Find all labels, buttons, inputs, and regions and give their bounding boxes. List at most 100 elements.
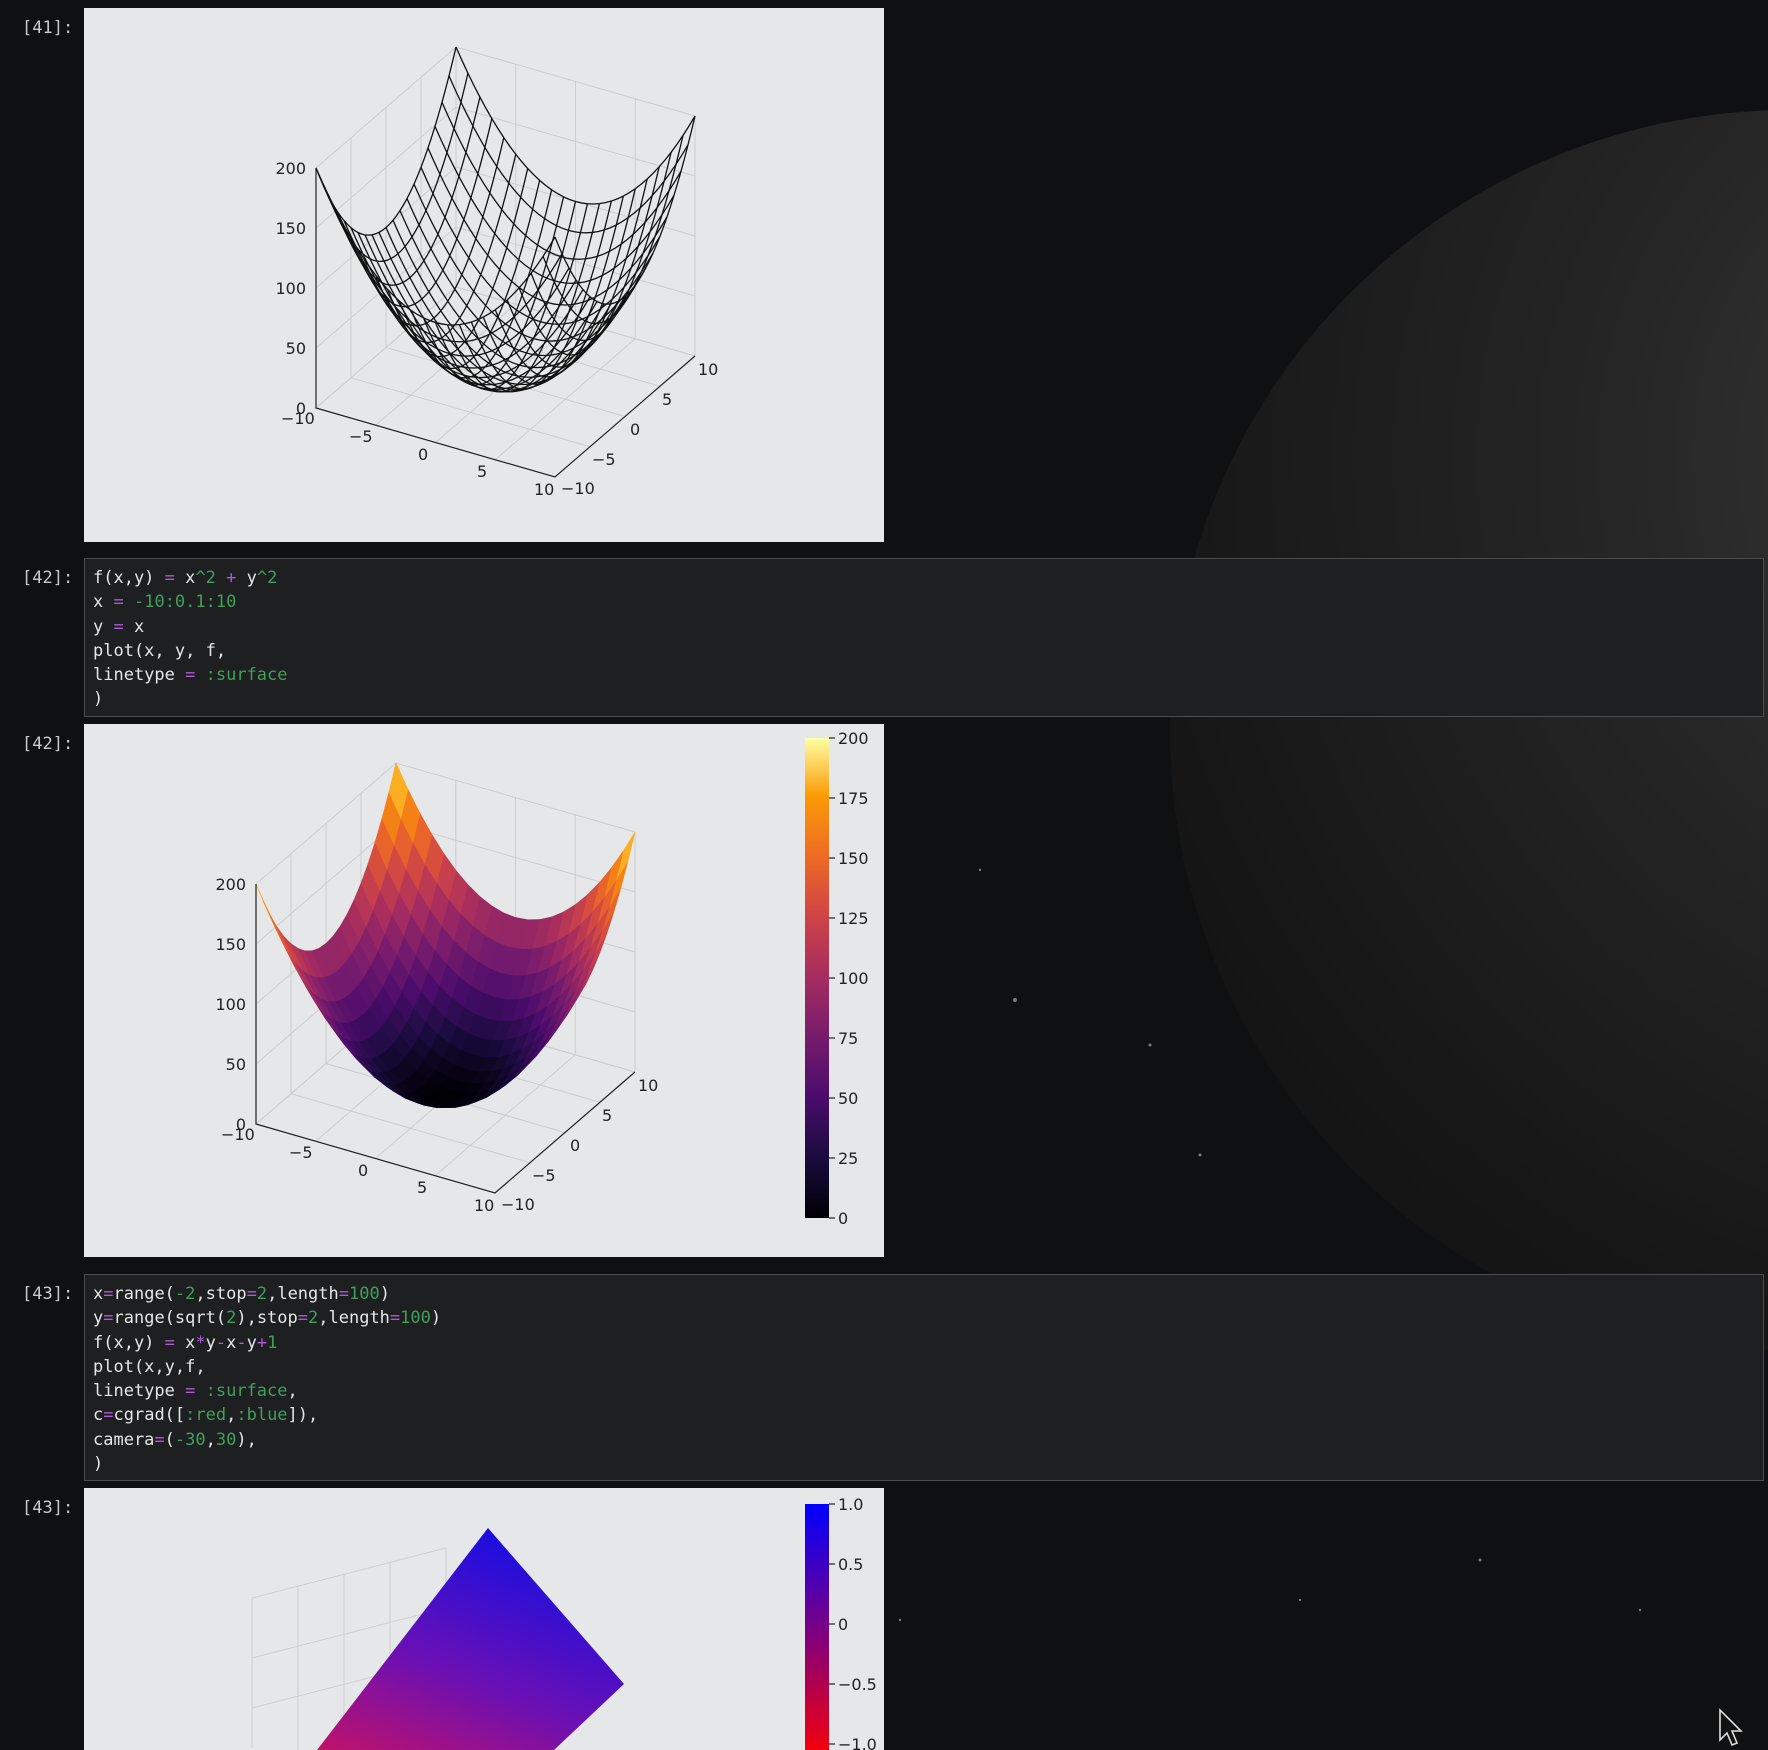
code-token: + xyxy=(226,568,237,588)
z-tick-label: 200 xyxy=(275,159,306,178)
code-line: ) xyxy=(93,1452,1755,1476)
colorbar-tick-label: 175 xyxy=(838,789,869,808)
code-token: = xyxy=(103,1308,114,1329)
colorbar-tick-label: 125 xyxy=(838,909,869,928)
axis-lines xyxy=(315,168,696,478)
code-token: camera xyxy=(93,1429,155,1450)
colorbar-tick-label: −1.0 xyxy=(838,1735,877,1750)
surface-mesh xyxy=(255,762,636,1108)
colorbar-tick-label: 0 xyxy=(838,1209,848,1228)
code-token: linetype xyxy=(93,665,186,686)
colorbar-tick-label: 0.5 xyxy=(838,1555,863,1574)
code-token: 30 xyxy=(215,1429,237,1450)
output-prompt: [43]: xyxy=(22,1498,74,1518)
code-token: y xyxy=(236,568,257,588)
colorbar: 1.0 0.5 0 −0.5 −1.0 xyxy=(805,1495,877,1750)
surface-plane xyxy=(317,1528,624,1750)
code-token: c xyxy=(93,1405,104,1426)
code-token: x xyxy=(174,568,196,588)
code-token: = xyxy=(338,1284,349,1304)
colorbar-tick-label: 1.0 xyxy=(838,1495,863,1514)
code-token: = xyxy=(103,1284,114,1304)
code-token: ,length xyxy=(267,1284,339,1304)
code-token: :surface xyxy=(205,665,288,686)
code-token xyxy=(216,568,226,588)
code-token: ) xyxy=(93,1454,104,1475)
x-tick-label: 10 xyxy=(534,480,554,499)
code-token: :surface xyxy=(205,1381,288,1402)
code-token: cgrad([ xyxy=(113,1405,186,1426)
wireframe-surface-plot: 200 150 100 50 0 −10 −5 0 5 10 −10 −5 0 … xyxy=(84,8,884,542)
code-token: = xyxy=(164,1332,175,1353)
code-token: ^2 xyxy=(256,568,278,588)
z-tick-label: 200 xyxy=(215,875,246,894)
x-tick-label: 0 xyxy=(358,1161,368,1180)
code-token xyxy=(124,592,134,612)
mouse-pointer-icon xyxy=(1719,1708,1743,1747)
z-tick-label: 150 xyxy=(275,219,306,238)
code-token: ,length xyxy=(318,1308,390,1329)
y-tick-label: 5 xyxy=(602,1106,612,1125)
code-token: ), xyxy=(236,1429,257,1450)
y-tick-label: 5 xyxy=(662,390,672,409)
code-line: y = x xyxy=(93,615,1755,639)
code-line: camera=(-30,30), xyxy=(93,1428,1755,1452)
colorbar-tick-label: 0 xyxy=(838,1615,848,1634)
colorbar-tick-label: 150 xyxy=(838,849,869,868)
x-tick-label: −5 xyxy=(289,1143,313,1162)
code-line: x=range(-2,stop=2,length=100) xyxy=(93,1282,1755,1306)
moon-image xyxy=(1170,110,1768,1350)
x-tick-label: −10 xyxy=(281,409,315,428)
code-token: ) xyxy=(93,689,104,710)
code-line: plot(x,y,f, xyxy=(93,1355,1755,1379)
code-token: ) xyxy=(430,1308,442,1329)
y-tick-label: −5 xyxy=(532,1166,556,1185)
wireframe-mesh xyxy=(315,46,696,393)
axis-grid xyxy=(315,46,696,478)
code-token: 100 xyxy=(349,1284,380,1304)
code-token: :red xyxy=(185,1405,227,1426)
code-line: ) xyxy=(93,687,1755,711)
y-tick-label: 10 xyxy=(638,1076,658,1095)
code-token: * xyxy=(195,1332,206,1353)
code-cell-editor[interactable]: f(x,y) = x^2 + y^2 x = -10:0.1:10 y = x plo… xyxy=(84,558,1764,717)
code-token: x xyxy=(174,1332,196,1353)
colorbar: 200 175 150 125 100 75 50 25 0 xyxy=(805,729,869,1228)
code-token: plot(x, y, f, xyxy=(93,640,227,661)
x-tick-label: −5 xyxy=(349,427,373,446)
x-tick-label: 0 xyxy=(418,445,428,464)
code-line: plot(x, y, f, xyxy=(93,639,1755,663)
code-token: , xyxy=(226,1405,237,1426)
output-prompt: [42]: xyxy=(22,734,74,754)
z-tick-label: 50 xyxy=(286,339,306,358)
code-token: = xyxy=(154,1429,165,1450)
code-token: ) xyxy=(379,1284,390,1304)
code-token: 2 xyxy=(226,1308,237,1329)
z-tick-label: 0 xyxy=(236,1115,246,1134)
code-token: ,stop xyxy=(195,1284,247,1304)
code-line: y=range(sqrt(2),stop=2,length=100) xyxy=(93,1306,1755,1330)
code-cell-editor[interactable]: x=range(-2,stop=2,length=100) y=range(sqr… xyxy=(84,1274,1764,1481)
z-tick-label: 0 xyxy=(296,399,306,418)
code-token: = xyxy=(164,568,175,588)
axis-lines xyxy=(255,884,636,1194)
code-token: , xyxy=(287,1381,298,1402)
y-tick-label: −5 xyxy=(592,450,616,469)
colorbar-tick-label: 200 xyxy=(838,729,869,748)
z-tick-label: 150 xyxy=(215,935,246,954)
colorbar-tick-label: 100 xyxy=(838,969,869,988)
code-token: = xyxy=(389,1308,401,1329)
y-tick-label: 0 xyxy=(630,420,640,439)
code-token: range(sqrt( xyxy=(113,1308,227,1329)
code-token: + xyxy=(256,1332,268,1353)
code-token: = xyxy=(113,616,124,637)
colorbar-tick-label: −0.5 xyxy=(838,1675,877,1694)
code-token: plot(x,y,f, xyxy=(93,1356,206,1377)
code-token: -30 xyxy=(174,1429,206,1450)
code-token: linetype xyxy=(93,1381,186,1402)
plane-surface-plot: 1.0 0.5 0 −0.5 −1.0 xyxy=(84,1488,884,1750)
code-token: ^2 xyxy=(195,568,216,588)
code-token: f(x,y) xyxy=(93,1332,165,1353)
code-token: x xyxy=(93,592,114,613)
code-token: y xyxy=(93,1308,104,1329)
